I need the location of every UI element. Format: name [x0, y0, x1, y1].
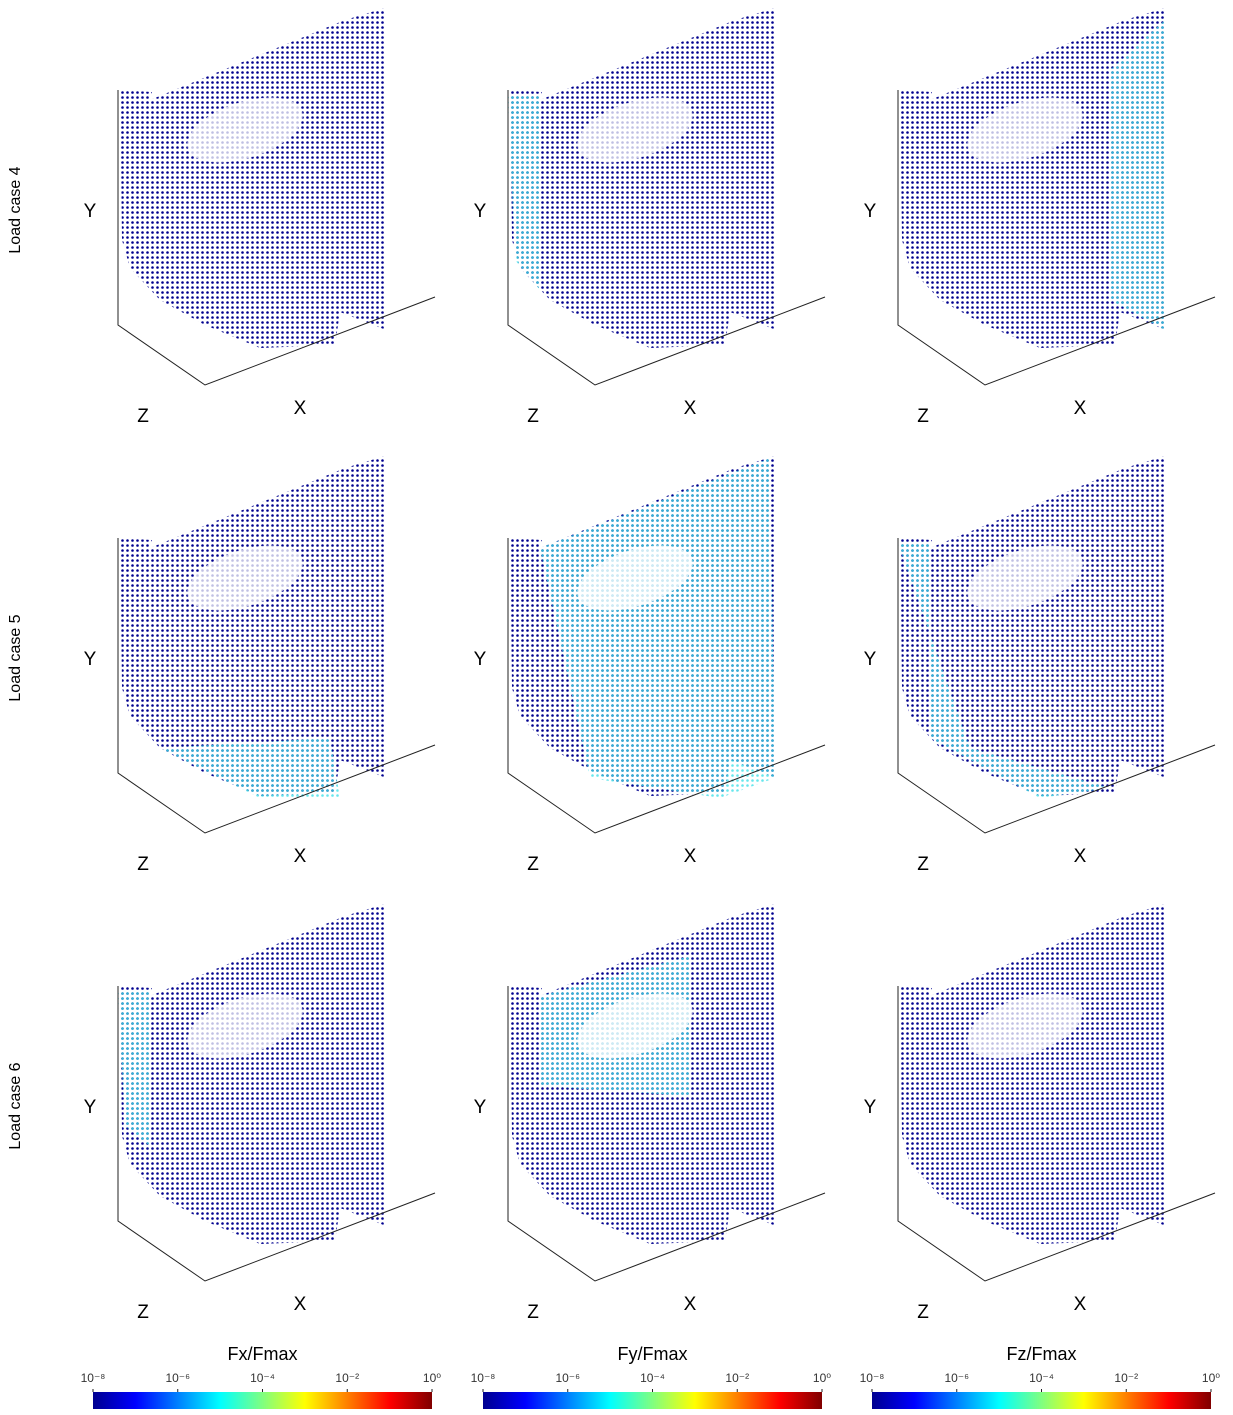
- y-axis-label: Y: [864, 1097, 877, 1118]
- x-axis-label: X: [1074, 1294, 1087, 1315]
- colorbar-tick-label: 10⁻⁶: [944, 1371, 969, 1385]
- y-axis-label: Y: [864, 649, 877, 670]
- point-cloud: [900, 904, 1166, 1244]
- y-axis-label: Y: [864, 201, 877, 222]
- z-axis-label: Z: [137, 406, 149, 427]
- y-axis-label: Y: [84, 201, 97, 222]
- colorbar-tick-label: 10⁻⁴: [250, 1371, 275, 1385]
- colorbar-tick-label: 10⁻⁸: [471, 1371, 496, 1385]
- x-axis-label: X: [1074, 398, 1087, 419]
- point-cloud: [900, 456, 1166, 796]
- colorbar-tick-label: 10⁻⁸: [860, 1371, 885, 1385]
- point-cloud: [120, 8, 386, 348]
- panel: Y Z X: [84, 8, 435, 427]
- colorbar-tick-label: 10⁻⁶: [165, 1371, 190, 1385]
- y-axis-label: Y: [84, 1097, 97, 1118]
- x-axis-label: X: [294, 846, 307, 867]
- colorbar-tick-label: 10⁰: [813, 1371, 831, 1385]
- panel: Y Z X: [474, 8, 825, 427]
- x-axis-label: X: [684, 846, 697, 867]
- colorbar-tick-label: 10⁻⁸: [81, 1371, 106, 1385]
- y-axis-label: Y: [474, 649, 487, 670]
- x-axis-label: X: [684, 398, 697, 419]
- point-cloud-tint: [508, 95, 540, 290]
- panel: Y Z X: [474, 904, 825, 1323]
- z-axis-label: Z: [917, 1302, 929, 1323]
- x-axis-label: X: [294, 398, 307, 419]
- colorbar: [483, 1392, 822, 1409]
- colorbar-title: Fx/Fmax: [228, 1344, 298, 1364]
- z-axis-label: Z: [527, 1302, 539, 1323]
- colorbar-tick-label: 10⁰: [1202, 1371, 1220, 1385]
- z-axis-label: Z: [917, 854, 929, 875]
- z-axis-label: Z: [137, 854, 149, 875]
- colorbar-title: Fy/Fmax: [618, 1344, 688, 1364]
- row-label: Load case 6: [7, 1062, 24, 1149]
- colorbar-tick-label: 10⁻²: [335, 1371, 359, 1385]
- y-axis-label: Y: [474, 201, 487, 222]
- z-axis-label: Z: [917, 406, 929, 427]
- row-label: Load case 5: [7, 614, 24, 701]
- y-axis-label: Y: [474, 1097, 487, 1118]
- panel: Y Z X: [84, 456, 435, 875]
- figure: Load case 4 Y Z X Y Z X Y Z X Load case 5 Y Z X Y Z X Y Z X…: [0, 0, 1233, 1410]
- point-cloud: [510, 8, 776, 348]
- colorbar-tick-label: 10⁻⁴: [640, 1371, 665, 1385]
- panel: Y Z X: [864, 8, 1215, 427]
- colorbar-tick-label: 10⁻²: [725, 1371, 749, 1385]
- panel: Y Z X: [864, 904, 1215, 1323]
- colorbar: [93, 1392, 432, 1409]
- panel: Y Z X: [474, 456, 825, 875]
- panel: Y Z X: [84, 904, 435, 1323]
- row-label: Load case 4: [7, 166, 24, 253]
- colorbar-tick-label: 10⁻⁴: [1029, 1371, 1054, 1385]
- colorbar: [872, 1392, 1211, 1409]
- y-axis-label: Y: [84, 649, 97, 670]
- point-cloud: [120, 904, 386, 1244]
- z-axis-label: Z: [527, 854, 539, 875]
- colorbar-tick-label: 10⁻⁶: [555, 1371, 580, 1385]
- colorbar-tick-label: 10⁻²: [1114, 1371, 1138, 1385]
- z-axis-label: Z: [137, 1302, 149, 1323]
- x-axis-label: X: [1074, 846, 1087, 867]
- x-axis-label: X: [294, 1294, 307, 1315]
- point-cloud-tint: [160, 738, 340, 798]
- colorbar-title: Fz/Fmax: [1007, 1344, 1077, 1364]
- point-cloud-tint: [1110, 20, 1165, 330]
- x-axis-label: X: [684, 1294, 697, 1315]
- colorbar-tick-label: 10⁰: [423, 1371, 441, 1385]
- panel: Y Z X: [864, 456, 1215, 875]
- z-axis-label: Z: [527, 406, 539, 427]
